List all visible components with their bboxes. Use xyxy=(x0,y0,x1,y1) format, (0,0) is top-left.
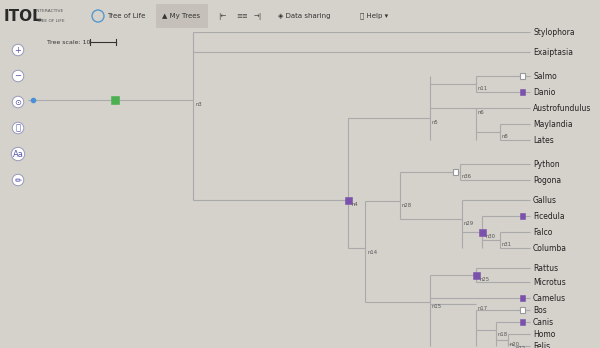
Text: Bos: Bos xyxy=(533,306,547,315)
Text: n14: n14 xyxy=(367,250,377,255)
Text: ⓘ: ⓘ xyxy=(16,124,20,133)
Text: Python: Python xyxy=(533,159,560,168)
Text: Canis: Canis xyxy=(533,317,554,326)
Text: n17: n17 xyxy=(478,306,488,311)
Text: Falco: Falco xyxy=(533,228,553,237)
Text: Rattus: Rattus xyxy=(533,263,558,272)
Text: n11: n11 xyxy=(478,86,488,91)
Bar xyxy=(520,89,525,95)
Text: Stylophora: Stylophora xyxy=(533,27,575,37)
Text: Felis: Felis xyxy=(533,341,550,348)
Text: Exaiptasia: Exaiptasia xyxy=(533,48,573,56)
Text: ITOL: ITOL xyxy=(4,8,43,24)
Text: Columba: Columba xyxy=(533,244,567,253)
Text: n25: n25 xyxy=(480,277,490,282)
Text: ✏: ✏ xyxy=(14,175,22,184)
Text: −: − xyxy=(14,71,22,80)
Text: ⊙: ⊙ xyxy=(14,97,22,106)
Text: →|: →| xyxy=(254,13,262,19)
Bar xyxy=(520,319,525,325)
Bar xyxy=(520,73,525,79)
Bar xyxy=(452,169,458,175)
Bar xyxy=(520,307,525,313)
Text: Austrofundulus: Austrofundulus xyxy=(533,103,592,112)
Text: ◈ Data sharing: ◈ Data sharing xyxy=(278,13,331,19)
Text: Danio: Danio xyxy=(533,87,556,96)
Text: Camelus: Camelus xyxy=(533,293,566,302)
Text: Lates: Lates xyxy=(533,135,554,144)
Text: n20: n20 xyxy=(510,342,520,347)
Text: Microtus: Microtus xyxy=(533,277,566,286)
Bar xyxy=(520,295,525,301)
Text: +: + xyxy=(14,46,22,55)
Bar xyxy=(479,229,485,236)
Text: n31: n31 xyxy=(502,242,512,247)
Text: n8: n8 xyxy=(502,134,509,139)
Text: Salmo: Salmo xyxy=(533,71,557,80)
Text: n22: n22 xyxy=(516,346,526,348)
Text: ⓪ Help ▾: ⓪ Help ▾ xyxy=(360,13,388,19)
Text: n5: n5 xyxy=(432,120,439,125)
Bar xyxy=(520,213,525,219)
Text: Gallus: Gallus xyxy=(533,196,557,205)
Text: Aa: Aa xyxy=(13,150,23,158)
Text: |←: |← xyxy=(218,13,226,19)
Text: Pogona: Pogona xyxy=(533,175,561,184)
Text: INTERACTIVE: INTERACTIVE xyxy=(36,9,64,13)
Text: n28: n28 xyxy=(402,203,412,208)
Text: n15: n15 xyxy=(432,304,442,309)
Text: n6: n6 xyxy=(478,110,485,115)
Text: n3: n3 xyxy=(195,102,202,107)
Text: n18: n18 xyxy=(498,332,508,337)
Text: ▲ My Trees: ▲ My Trees xyxy=(162,13,200,19)
Text: Ficedula: Ficedula xyxy=(533,212,565,221)
Text: Maylandia: Maylandia xyxy=(533,119,572,128)
Bar xyxy=(156,4,208,28)
Text: TREE OF LIFE: TREE OF LIFE xyxy=(36,19,65,23)
Text: ≡≡: ≡≡ xyxy=(236,13,248,19)
Text: Tree scale: 10: Tree scale: 10 xyxy=(47,40,91,45)
Text: n4: n4 xyxy=(352,202,359,207)
Bar xyxy=(111,96,119,104)
Text: n29: n29 xyxy=(464,221,474,226)
Text: n30: n30 xyxy=(486,234,496,239)
Bar xyxy=(473,271,479,278)
Text: Tree of Life: Tree of Life xyxy=(107,13,145,19)
Text: Homo: Homo xyxy=(533,330,556,339)
Bar xyxy=(344,197,352,204)
Text: n36: n36 xyxy=(462,174,472,179)
